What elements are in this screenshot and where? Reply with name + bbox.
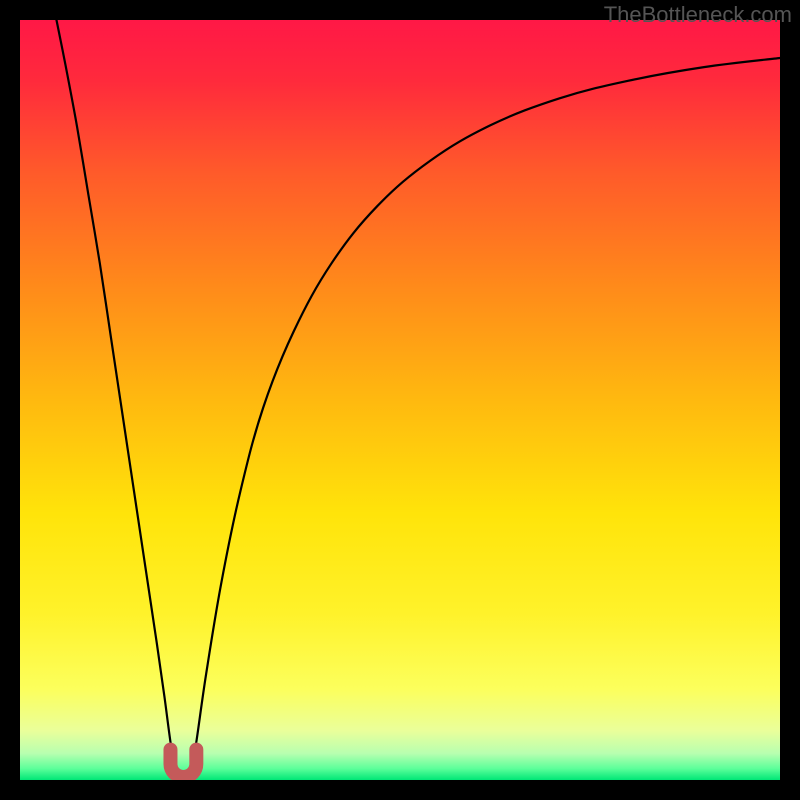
- bottleneck-chart: [0, 0, 800, 800]
- chart-container: TheBottleneck.com: [0, 0, 800, 800]
- plot-background: [20, 20, 780, 780]
- attribution-text: TheBottleneck.com: [604, 2, 792, 28]
